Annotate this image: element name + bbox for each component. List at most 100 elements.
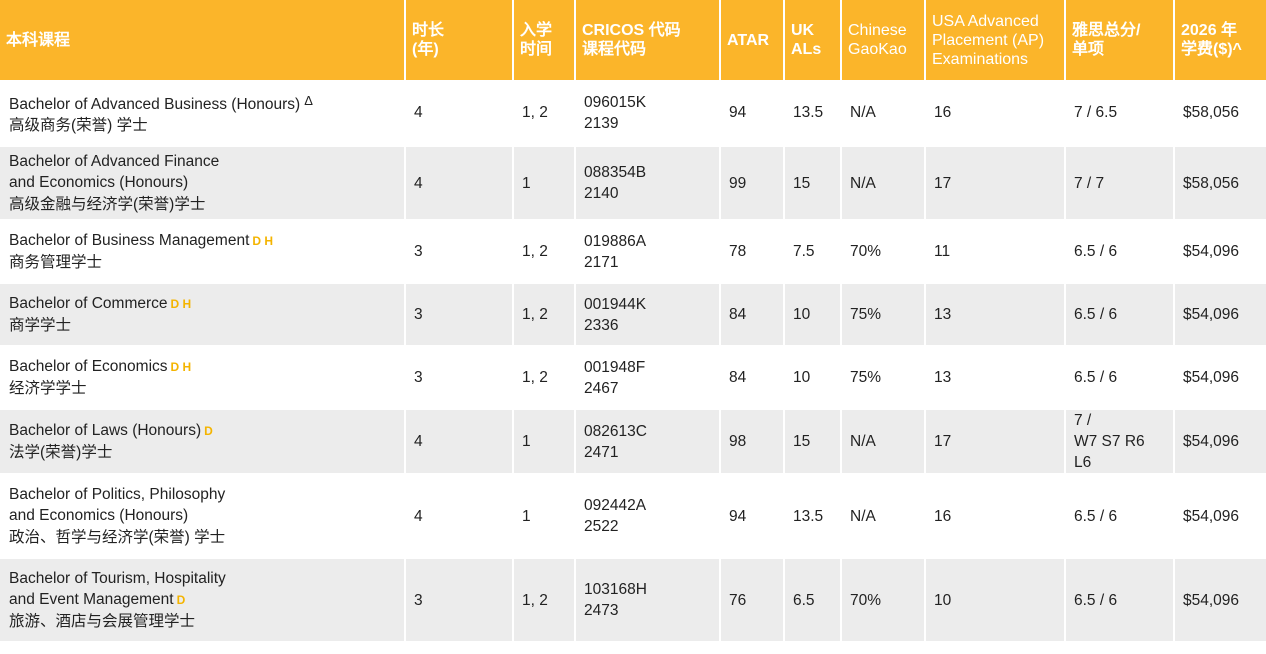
ielts-cell: 6.5 / 6: [1066, 475, 1175, 559]
duration-cell: 4: [406, 80, 514, 147]
ielts-cell: 6.5 / 6: [1066, 221, 1175, 284]
cricos-cell: 001944K 2336: [576, 284, 721, 347]
course-name-chinese: 商学学士: [9, 317, 72, 334]
gaokao-cell: 75%: [842, 347, 926, 410]
fee-cell: $54,096: [1175, 221, 1266, 284]
intake-cell: 1, 2: [514, 347, 576, 410]
table-row: Bachelor of Advanced Finance and Economi…: [0, 147, 1266, 221]
table-row: Bachelor of Tourism, Hospitality and Eve…: [0, 559, 1266, 643]
cricos-code: 096015K: [584, 93, 647, 111]
fee-cell: $54,096: [1175, 475, 1266, 559]
cricos-cell: 096015K 2139: [576, 80, 721, 147]
intake-cell: 1, 2: [514, 284, 576, 347]
gaokao-cell: N/A: [842, 147, 926, 221]
course-code: 2140: [584, 185, 619, 202]
course-name-cell: Bachelor of Advanced Business (Honours) Δ…: [0, 80, 406, 147]
table-row: Bachelor of Commerce D H 商学学士 3 1, 2 0019…: [0, 284, 1266, 347]
cricos-code: 092442A: [584, 497, 647, 514]
duration-cell: 4: [406, 147, 514, 221]
usa-ap-cell: 17: [926, 410, 1066, 475]
ielts-cell: 6.5 / 6: [1066, 347, 1175, 410]
cricos-code: 001948F: [584, 358, 646, 376]
course-name-chinese: 高级商务(荣誉) 学士: [9, 116, 148, 134]
ielts-cell: 7 / 6.5: [1066, 80, 1175, 147]
usa-ap-cell: 10: [926, 559, 1066, 643]
course-name-english: Bachelor of Business Management: [9, 232, 250, 249]
gaokao-cell: 70%: [842, 559, 926, 643]
course-name-cell: Bachelor of Advanced Finance and Economi…: [0, 147, 406, 221]
header-fee: 2026 年 学费($)^: [1175, 0, 1266, 80]
usa-ap-cell: 17: [926, 147, 1066, 221]
uk-als-cell: 15: [785, 410, 842, 475]
atar-cell: 78: [721, 221, 785, 284]
duration-cell: 3: [406, 347, 514, 410]
uk-als-cell: 15: [785, 147, 842, 221]
duration-cell: 3: [406, 221, 514, 284]
fee-cell: $54,096: [1175, 347, 1266, 410]
cricos-cell: 019886A 2171: [576, 221, 721, 284]
course-name-english: Bachelor of Tourism, Hospitality and Eve…: [9, 570, 226, 608]
course-name-chinese: 经济学学士: [9, 380, 87, 397]
uk-als-cell: 6.5: [785, 559, 842, 643]
course-suffix-mark: D H: [170, 360, 192, 374]
header-ielts: 雅思总分/ 单项: [1066, 0, 1175, 80]
course-name-cell: Bachelor of Economics D H 经济学学士: [0, 347, 406, 410]
duration-cell: 4: [406, 475, 514, 559]
intake-cell: 1: [514, 410, 576, 475]
uk-als-cell: 10: [785, 347, 842, 410]
course-name-cell: Bachelor of Commerce D H 商学学士: [0, 284, 406, 347]
header-intake: 入学 时间: [514, 0, 576, 80]
ielts-cell: 6.5 / 6: [1066, 559, 1175, 643]
usa-ap-cell: 13: [926, 347, 1066, 410]
fee-cell: $54,096: [1175, 284, 1266, 347]
course-name-english: Bachelor of Laws (Honours): [9, 422, 202, 439]
header-course: 本科课程: [0, 0, 406, 80]
course-suffix-mark: D H: [252, 234, 274, 248]
course-code: 2471: [584, 443, 619, 461]
cricos-code: 019886A: [584, 232, 647, 250]
course-code: 2467: [584, 379, 619, 397]
course-name-english: Bachelor of Economics: [9, 358, 168, 375]
ielts-cell: 6.5 / 6: [1066, 284, 1175, 347]
duration-cell: 3: [406, 284, 514, 347]
uk-als-cell: 13.5: [785, 475, 842, 559]
course-code: 2522: [584, 518, 619, 535]
table-row: Bachelor of Economics D H 经济学学士 3 1, 2 00…: [0, 347, 1266, 410]
course-suffix-mark: D: [204, 424, 213, 438]
usa-ap-cell: 16: [926, 80, 1066, 147]
header-atar: ATAR: [721, 0, 785, 80]
course-suffix-mark: D: [176, 593, 186, 607]
course-name-english: Bachelor of Advanced Business (Honours): [9, 95, 301, 113]
cricos-cell: 082613C 2471: [576, 410, 721, 475]
ielts-cell: 7 / 7: [1066, 147, 1175, 221]
course-name-cell: Bachelor of Tourism, Hospitality and Eve…: [0, 559, 406, 643]
header-gaokao: Chinese GaoKao: [842, 0, 926, 80]
table-row: Bachelor of Politics, Philosophy and Eco…: [0, 475, 1266, 559]
duration-cell: 4: [406, 410, 514, 475]
gaokao-cell: 75%: [842, 284, 926, 347]
atar-cell: 76: [721, 559, 785, 643]
atar-cell: 84: [721, 284, 785, 347]
gaokao-cell: N/A: [842, 80, 926, 147]
course-name-english: Bachelor of Advanced Finance and Economi…: [9, 153, 220, 191]
uk-als-cell: 13.5: [785, 80, 842, 147]
ielts-cell: 7 / W7 S7 R6 L6: [1066, 410, 1175, 475]
fee-cell: $54,096: [1175, 410, 1266, 475]
cricos-code: 088354B: [584, 164, 647, 181]
table-row: Bachelor of Business Management D H 商务管理学…: [0, 221, 1266, 284]
course-code: 2473: [584, 602, 619, 619]
header-usa-ap: USA Advanced Placement (AP) Examinations: [926, 0, 1066, 80]
usa-ap-cell: 11: [926, 221, 1066, 284]
usa-ap-cell: 16: [926, 475, 1066, 559]
course-code: 2336: [584, 316, 619, 334]
cricos-cell: 103168H 2473: [576, 559, 721, 643]
usa-ap-cell: 13: [926, 284, 1066, 347]
header-duration: 时长 (年): [406, 0, 514, 80]
cricos-cell: 092442A 2522: [576, 475, 721, 559]
course-suffix-mark: Δ: [304, 92, 313, 108]
course-name-cell: Bachelor of Business Management D H 商务管理学…: [0, 221, 406, 284]
cricos-cell: 088354B 2140: [576, 147, 721, 221]
cricos-code: 001944K: [584, 295, 647, 313]
atar-cell: 99: [721, 147, 785, 221]
